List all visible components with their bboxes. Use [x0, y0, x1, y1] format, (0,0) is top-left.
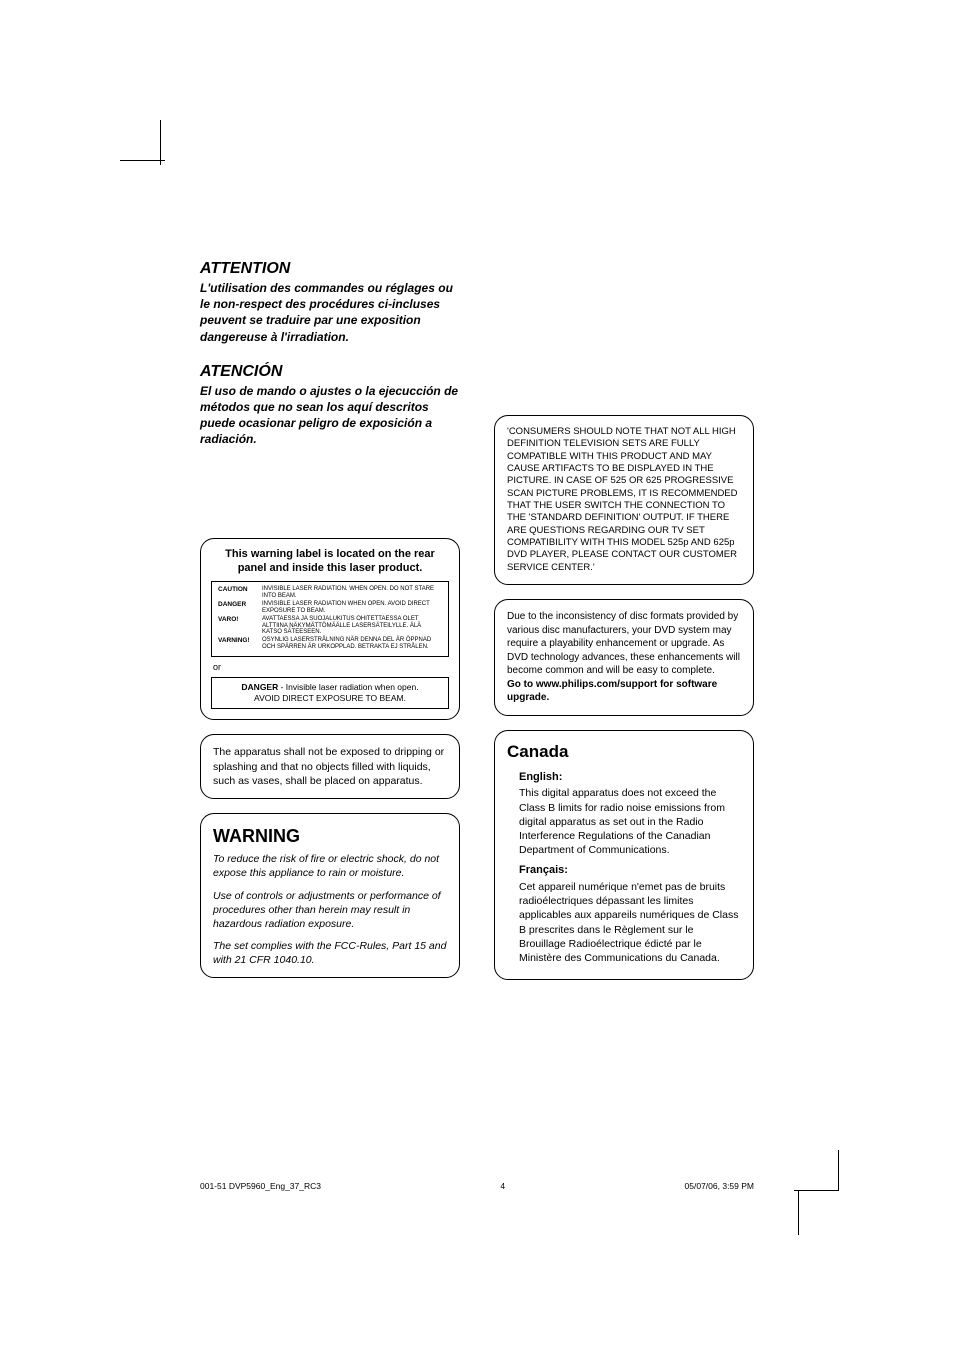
warning-p1: To reduce the risk of fire or electric s…	[213, 852, 447, 880]
danger-rest: - Invisible laser radiation when open.	[278, 682, 418, 692]
right-column: 'CONSUMERS SHOULD NOTE THAT NOT ALL HIGH…	[494, 415, 754, 994]
page-content: ATTENTION L'utilisation des commandes ou…	[200, 260, 754, 1191]
canada-box: Canada English: This digital apparatus d…	[494, 730, 754, 981]
footer-center: 4	[500, 1181, 505, 1191]
laser-row-text: OSYNLIG LASERSTRÅLNING NÄR DENNA DEL ÄR …	[262, 637, 442, 651]
footer-left: 001-51 DVP5960_Eng_37_RC3	[200, 1181, 321, 1191]
canada-fr-label: Français:	[519, 863, 741, 878]
laser-warning-box: This warning label is located on the rea…	[200, 538, 460, 721]
laser-row: VARO! AVATTAESSA JA SUOJALUKITUS OHITETT…	[218, 616, 442, 637]
warning-title: WARNING	[213, 824, 447, 848]
crop-mark	[838, 1150, 839, 1190]
crop-mark	[794, 1190, 839, 1191]
dripping-box: The apparatus shall not be exposed to dr…	[200, 734, 460, 799]
consumers-box: 'CONSUMERS SHOULD NOTE THAT NOT ALL HIGH…	[494, 415, 754, 585]
crop-mark	[160, 120, 161, 165]
footer-right: 05/07/06, 3:59 PM	[685, 1181, 754, 1191]
dripping-text: The apparatus shall not be exposed to dr…	[213, 746, 444, 786]
attention-es-title: ATENCIÓN	[200, 363, 460, 381]
canada-en-label: English:	[519, 770, 741, 785]
canada-en-body: This digital apparatus does not exceed t…	[519, 786, 741, 857]
attention-es-body: El uso de mando o ajustes o la ejecucció…	[200, 383, 460, 448]
disc-bold: Go to www.philips.com/support for softwa…	[507, 679, 717, 704]
laser-row: DANGER INVISIBLE LASER RADIATION WHEN OP…	[218, 601, 442, 615]
laser-row-text: INVISIBLE LASER RADIATION WHEN OPEN. AVO…	[262, 601, 442, 615]
danger-line2: AVOID DIRECT EXPOSURE TO BEAM.	[218, 693, 442, 704]
crop-mark	[798, 1190, 799, 1235]
disc-text: Due to the inconsistency of disc formats…	[507, 611, 740, 676]
laser-row-label: VARNING!	[218, 637, 258, 651]
laser-row: CAUTION INVISIBLE LASER RADIATION. WHEN …	[218, 586, 442, 600]
attention-fr-body: L'utilisation des commandes ou réglages …	[200, 280, 460, 345]
warning-p2: Use of controls or adjustments or perfor…	[213, 889, 447, 932]
danger-lead: DANGER	[241, 682, 278, 692]
left-column: ATTENTION L'utilisation des commandes ou…	[200, 260, 460, 992]
laser-row-label: DANGER	[218, 601, 258, 615]
danger-line1: DANGER - Invisible laser radiation when …	[218, 682, 442, 693]
laser-row-text: INVISIBLE LASER RADIATION. WHEN OPEN. DO…	[262, 586, 442, 600]
attention-fr-title: ATTENTION	[200, 260, 460, 278]
laser-warning-title: This warning label is located on the rea…	[211, 547, 449, 576]
danger-label: DANGER - Invisible laser radiation when …	[211, 677, 449, 709]
laser-row-label: CAUTION	[218, 586, 258, 600]
crop-mark	[120, 160, 165, 161]
warning-body: To reduce the risk of fire or electric s…	[213, 852, 447, 967]
consumers-text: 'CONSUMERS SHOULD NOTE THAT NOT ALL HIGH…	[507, 426, 738, 573]
warning-p3: The set complies with the FCC-Rules, Par…	[213, 939, 447, 967]
canada-title: Canada	[507, 741, 741, 764]
disc-format-box: Due to the inconsistency of disc formats…	[494, 599, 754, 716]
page-footer: 001-51 DVP5960_Eng_37_RC3 4 05/07/06, 3:…	[200, 1181, 754, 1191]
canada-fr-body: Cet appareil numérique n'emet pas de bru…	[519, 880, 741, 965]
laser-label-table: CAUTION INVISIBLE LASER RADIATION. WHEN …	[211, 581, 449, 657]
laser-row: VARNING! OSYNLIG LASERSTRÅLNING NÄR DENN…	[218, 637, 442, 651]
laser-row-label: VARO!	[218, 616, 258, 637]
or-text: or	[213, 661, 449, 673]
laser-row-text: AVATTAESSA JA SUOJALUKITUS OHITETTAESSA …	[262, 616, 442, 637]
warning-box: WARNING To reduce the risk of fire or el…	[200, 813, 460, 979]
